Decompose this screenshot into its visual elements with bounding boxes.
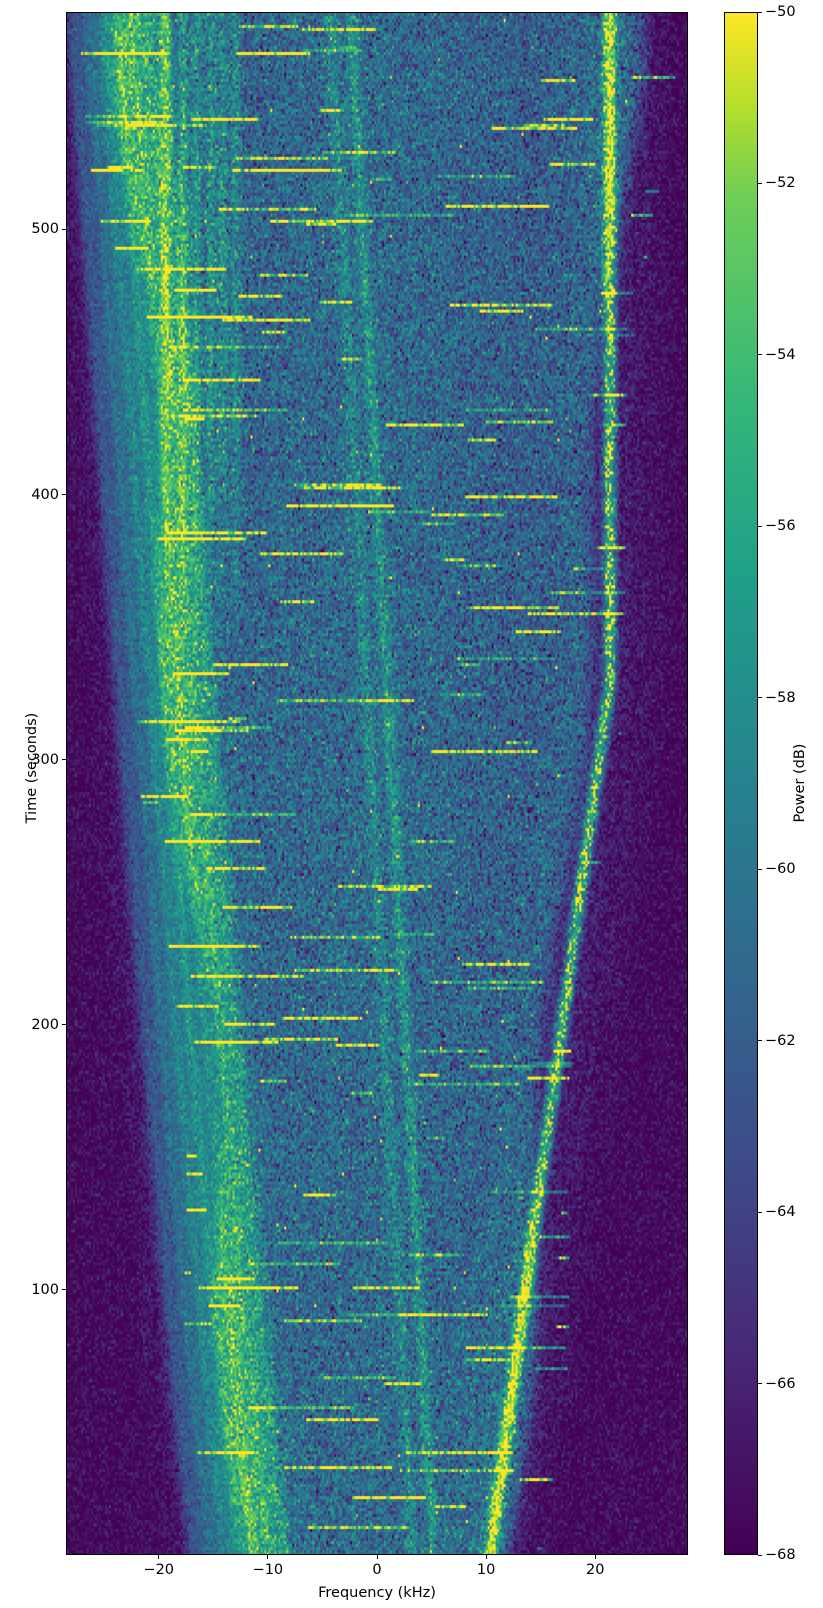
colorbar-tick-label: −66 — [765, 1375, 796, 1392]
spectrogram-heatmap-image — [67, 13, 687, 1554]
colorbar-tick-label: −52 — [765, 175, 796, 192]
y-tick-label: 200 — [31, 1016, 59, 1033]
colorbar-tick-mark — [758, 1554, 762, 1556]
colorbar[interactable] — [724, 12, 758, 1555]
colorbar-tick-label: −56 — [765, 518, 796, 535]
x-tick-mark — [267, 1555, 269, 1559]
colorbar-tick-mark — [758, 1040, 762, 1042]
x-tick-mark — [376, 1555, 378, 1559]
colorbar-tick-label: −62 — [765, 1032, 796, 1049]
colorbar-tick-label: −50 — [765, 4, 796, 20]
colorbar-tick-mark — [758, 182, 762, 184]
colorbar-gradient — [725, 13, 757, 1554]
colorbar-tick-mark — [758, 697, 762, 699]
x-tick-mark — [158, 1555, 160, 1559]
y-tick-mark — [62, 1289, 66, 1291]
x-tick-mark — [594, 1555, 596, 1559]
colorbar-tick-label: −64 — [765, 1204, 796, 1221]
y-tick-mark — [62, 228, 66, 230]
y-tick-label: 500 — [31, 221, 59, 238]
colorbar-tick-mark — [758, 11, 762, 13]
colorbar-tick-label: −60 — [765, 861, 796, 878]
y-tick-label: 300 — [31, 751, 59, 768]
colorbar-tick-label: −58 — [765, 689, 796, 706]
x-tick-label: 10 — [476, 1562, 496, 1578]
colorbar-tick-mark — [758, 1211, 762, 1213]
x-tick-label: 0 — [372, 1562, 382, 1578]
y-axis-label: Time (seconds) — [24, 712, 40, 824]
colorbar-tick-label: −68 — [765, 1547, 796, 1563]
x-tick-label: −10 — [252, 1562, 284, 1578]
y-tick-mark — [62, 759, 66, 761]
x-tick-label: −20 — [143, 1562, 175, 1578]
x-axis-label: Frequency (kHz) — [318, 1585, 436, 1601]
colorbar-tick-mark — [758, 868, 762, 870]
x-tick-label: 20 — [586, 1562, 605, 1578]
y-tick-mark — [62, 1024, 66, 1026]
x-tick-mark — [485, 1555, 487, 1559]
colorbar-tick-mark — [758, 1383, 762, 1385]
y-tick-mark — [62, 494, 66, 496]
y-tick-label: 400 — [31, 486, 59, 503]
colorbar-tick-mark — [758, 525, 762, 527]
colorbar-label: Power (dB) — [792, 743, 808, 823]
y-tick-label: 100 — [31, 1281, 59, 1298]
colorbar-tick-mark — [758, 354, 762, 356]
colorbar-tick-label: −54 — [765, 346, 796, 363]
spectrogram-axes[interactable] — [66, 12, 688, 1555]
